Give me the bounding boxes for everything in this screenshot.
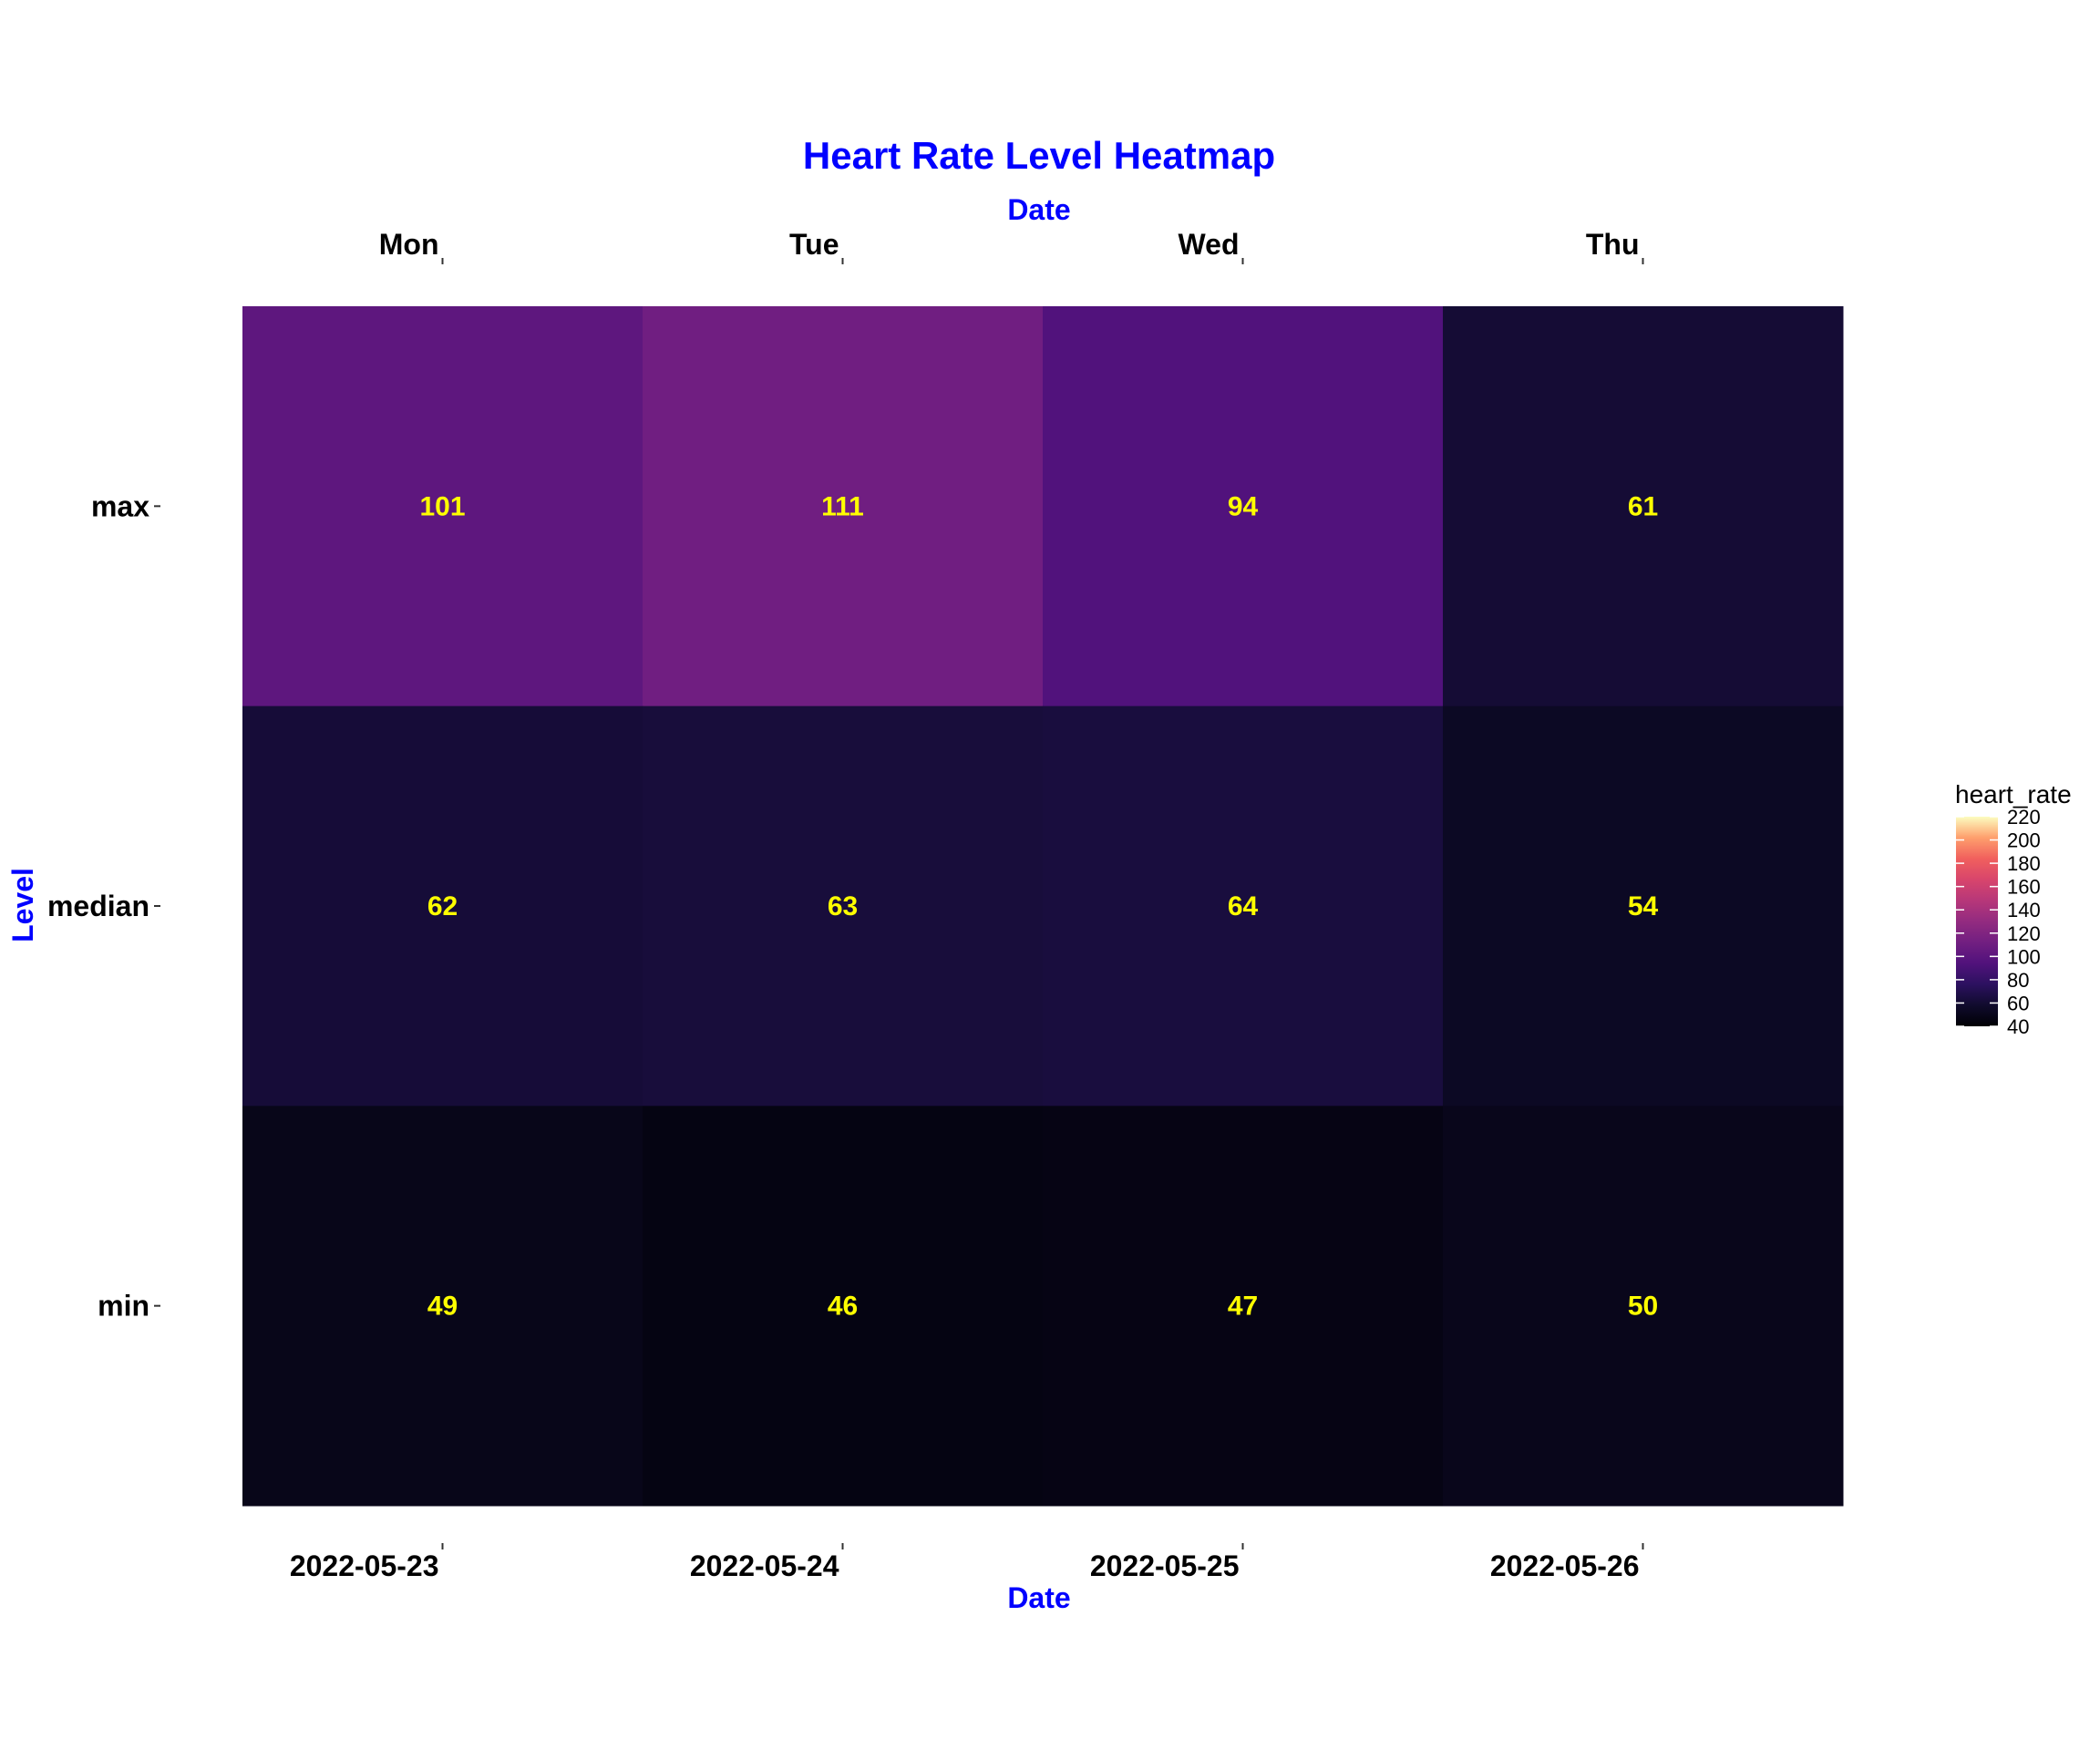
cell-value-label: 50 [1628, 1292, 1658, 1322]
cell-value-label: 63 [828, 891, 858, 921]
cell-value-label: 54 [1628, 891, 1659, 921]
colorbar-gradient [1956, 817, 1998, 1026]
heatmap-cell [1043, 705, 1444, 1107]
heatmap-cell [1043, 306, 1444, 707]
x-tick-label: 2022-05-26 [1490, 1549, 1640, 1582]
heatmap-cell [1443, 705, 1844, 1107]
colorbar-tick-label: 160 [2007, 876, 2041, 899]
y-tick-label: median [47, 890, 149, 922]
x-axis-ticks: 2022-05-23 2022-05-24 2022-05-25 2022-05-26 [290, 1543, 1644, 1582]
heatmap-cell [1443, 1106, 1844, 1507]
y-axis-title: Level [6, 868, 39, 942]
colorbar-tick-label: 80 [2007, 969, 2029, 992]
cell-value-label: 49 [427, 1292, 458, 1322]
heatmap-cell [643, 306, 1044, 707]
y-tick-label: min [98, 1290, 149, 1323]
heatmap-cells [242, 306, 1844, 1507]
heatmap-cell [1043, 1106, 1444, 1507]
x2-tick-label: Mon [379, 228, 439, 261]
x2-tick-label: Wed [1179, 228, 1240, 261]
x-tick-label: 2022-05-24 [690, 1549, 839, 1582]
heatmap-cell [242, 705, 643, 1107]
heatmap-cell [242, 1106, 643, 1507]
x2-tick-label: Thu [1586, 228, 1640, 261]
colorbar-tick-label: 180 [2007, 852, 2041, 875]
x-tick-label: 2022-05-25 [1090, 1549, 1240, 1582]
colorbar-tick-label: 120 [2007, 922, 2041, 945]
chart-title: Heart Rate Level Heatmap [803, 134, 1275, 177]
x2-axis-title: Date [1007, 193, 1070, 226]
heatmap-cell [1443, 306, 1844, 707]
cell-value-label: 101 [419, 491, 465, 521]
cell-value-label: 62 [427, 891, 458, 921]
cell-value-label: 61 [1628, 491, 1658, 521]
y-tick-label: max [91, 489, 149, 522]
colorbar-tick-label: 140 [2007, 899, 2041, 921]
heatmap-cell-labels: 101 111 94 61 62 63 64 54 49 46 47 50 [419, 491, 1658, 1321]
colorbar-tick-label: 200 [2007, 829, 2041, 852]
heatmap-cell [643, 705, 1044, 1107]
x2-tick-label: Tue [789, 228, 839, 261]
heatmap-cell [643, 1106, 1044, 1507]
colorbar-tick-label: 220 [2007, 806, 2041, 829]
cell-value-label: 47 [1228, 1292, 1258, 1322]
colorbar-title: heart_rate [1955, 780, 2072, 808]
cell-value-label: 64 [1228, 891, 1259, 921]
colorbar-tick-label: 100 [2007, 945, 2041, 968]
colorbar-tick-label: 40 [2007, 1015, 2029, 1038]
x-axis-title: Date [1007, 1581, 1070, 1614]
x2-axis-ticks: Mon Tue Wed Thu [379, 228, 1644, 264]
colorbar-tick-label: 60 [2007, 992, 2029, 1014]
heatmap-cell [242, 306, 643, 707]
x-tick-label: 2022-05-23 [290, 1549, 439, 1582]
cell-value-label: 94 [1228, 491, 1259, 521]
cell-value-label: 46 [828, 1292, 858, 1322]
cell-value-label: 111 [821, 491, 864, 521]
y-axis-ticks: max median min [47, 489, 160, 1323]
